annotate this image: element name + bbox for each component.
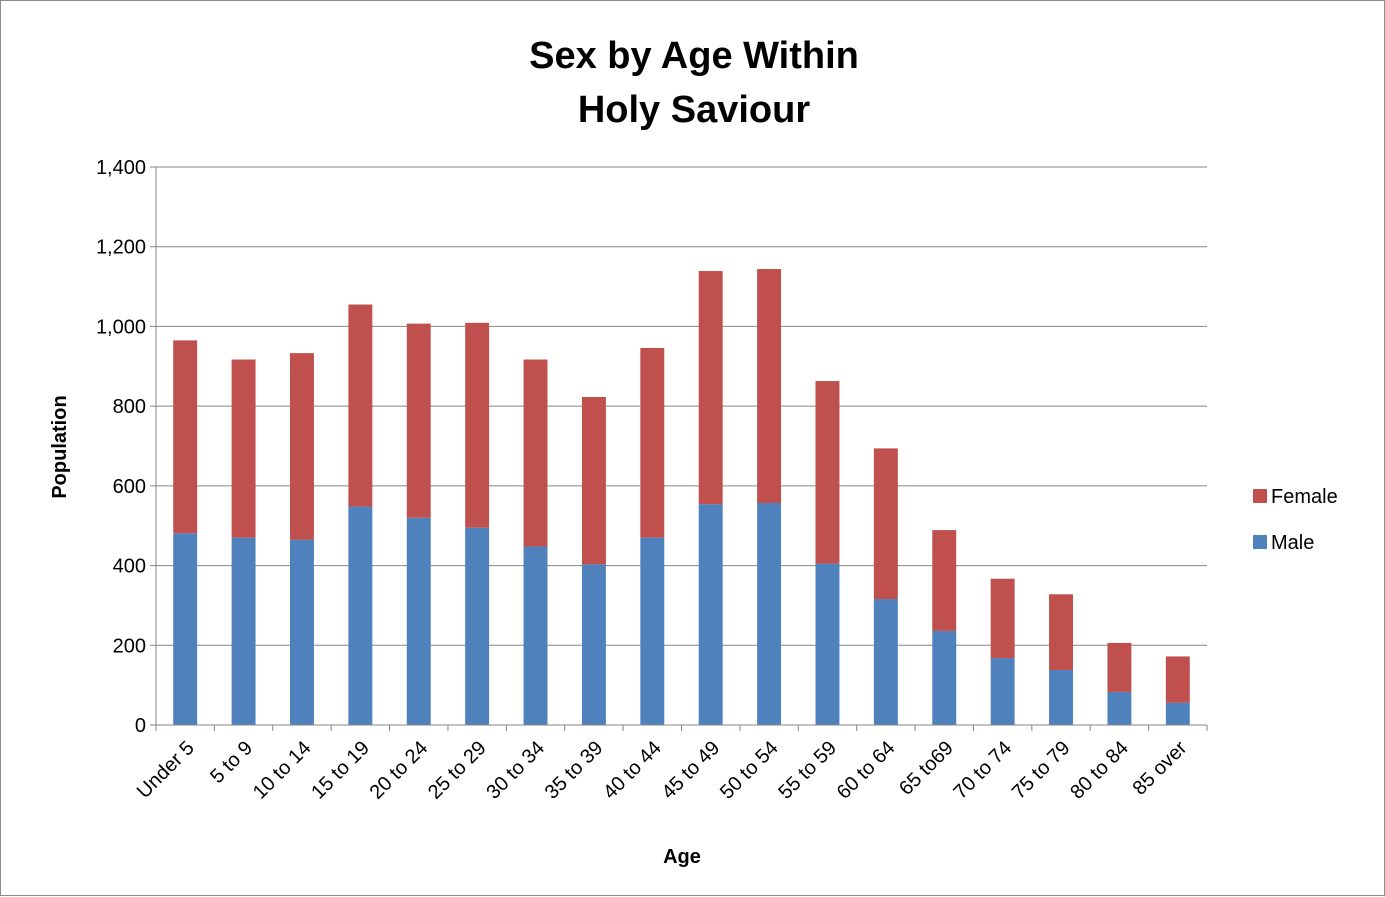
x-tick-label: 15 to 19 <box>307 737 374 804</box>
y-tick-label: 800 <box>113 396 146 418</box>
legend-swatch-male <box>1253 535 1267 549</box>
legend-swatch-female <box>1253 489 1267 503</box>
y-tick-label: 0 <box>135 715 146 737</box>
y-tick-label: 400 <box>113 556 146 578</box>
x-tick-label: 50 to 54 <box>716 737 783 804</box>
bar-male <box>173 533 198 725</box>
x-tick-label: 45 to 49 <box>658 737 725 804</box>
y-tick-label: 1,000 <box>96 316 146 338</box>
x-tick-label: 55 to 59 <box>774 737 841 804</box>
bar-male <box>406 517 431 725</box>
x-tick-label: 5 to 9 <box>206 737 257 788</box>
bar-female <box>815 381 840 564</box>
bar-male <box>1049 670 1073 725</box>
bar-male <box>932 630 957 725</box>
bar-female <box>873 448 898 600</box>
x-axis-title: Age <box>663 846 701 868</box>
bars <box>173 269 1190 725</box>
bar-male <box>1107 691 1132 725</box>
y-tick-label: 200 <box>113 635 146 657</box>
legend-item-male: Male <box>1253 532 1314 554</box>
y-tick-label: 600 <box>113 476 146 498</box>
x-tick-label: 35 to 39 <box>541 737 608 804</box>
bar-female <box>757 269 782 503</box>
bar-male <box>698 504 723 725</box>
bar-male <box>990 658 1015 725</box>
x-tick-label: 10 to 14 <box>249 737 316 804</box>
y-ticks: 0 200 400 600 800 1,000 1,200 1,400 <box>96 157 156 737</box>
x-tick-label: 20 to 24 <box>366 737 433 804</box>
bar-female <box>640 347 665 538</box>
legend: Female Male <box>1253 486 1338 554</box>
bar-male <box>1165 702 1190 725</box>
y-axis-title: Population <box>49 395 71 498</box>
bar-male <box>523 546 548 725</box>
y-tick-label: 1,400 <box>96 157 146 179</box>
bar-female <box>173 340 198 534</box>
bar-female <box>990 578 1015 659</box>
legend-label-female: Female <box>1271 486 1338 508</box>
bar-male <box>581 564 606 725</box>
y-tick-label: 1,200 <box>96 237 146 259</box>
bar-male <box>873 599 898 725</box>
bar-female <box>698 271 723 505</box>
bar-female <box>465 322 490 528</box>
bar-male <box>290 539 314 725</box>
legend-label-male: Male <box>1271 532 1314 554</box>
bar-male <box>757 503 782 725</box>
bar-female <box>290 353 314 540</box>
x-tick-label: 65 to69 <box>895 737 958 800</box>
bar-female <box>1107 642 1132 692</box>
bar-male <box>465 527 490 725</box>
bar-female <box>231 359 256 538</box>
bar-male <box>231 537 256 725</box>
bar-female <box>1165 656 1190 703</box>
x-tick-label: 40 to 44 <box>599 737 666 804</box>
legend-item-female: Female <box>1253 486 1338 508</box>
bar-female <box>1049 594 1073 670</box>
bar-male <box>640 537 665 725</box>
x-tick-label: 25 to 29 <box>424 737 491 804</box>
bar-female <box>932 530 957 631</box>
chart-title-line-2: Holy Saviour <box>578 89 810 131</box>
x-tick-label: 70 to 74 <box>949 737 1016 804</box>
chart-title-line-1: Sex by Age Within <box>529 35 859 77</box>
bar-female <box>348 304 373 507</box>
gridlines <box>156 166 1207 646</box>
bar-male <box>348 506 373 725</box>
bar-female <box>406 323 431 518</box>
x-tick-label: 75 to 79 <box>1008 737 1075 804</box>
bar-female <box>581 396 606 565</box>
x-tick-label: 80 to 84 <box>1066 737 1133 804</box>
x-tick-label: 60 to 64 <box>833 737 900 804</box>
x-tick-label: 85 over <box>1129 737 1192 800</box>
bar-female <box>523 359 548 547</box>
x-tick-label: 30 to 34 <box>482 737 549 804</box>
x-tick-label: Under 5 <box>133 737 199 803</box>
bar-male <box>815 563 840 725</box>
